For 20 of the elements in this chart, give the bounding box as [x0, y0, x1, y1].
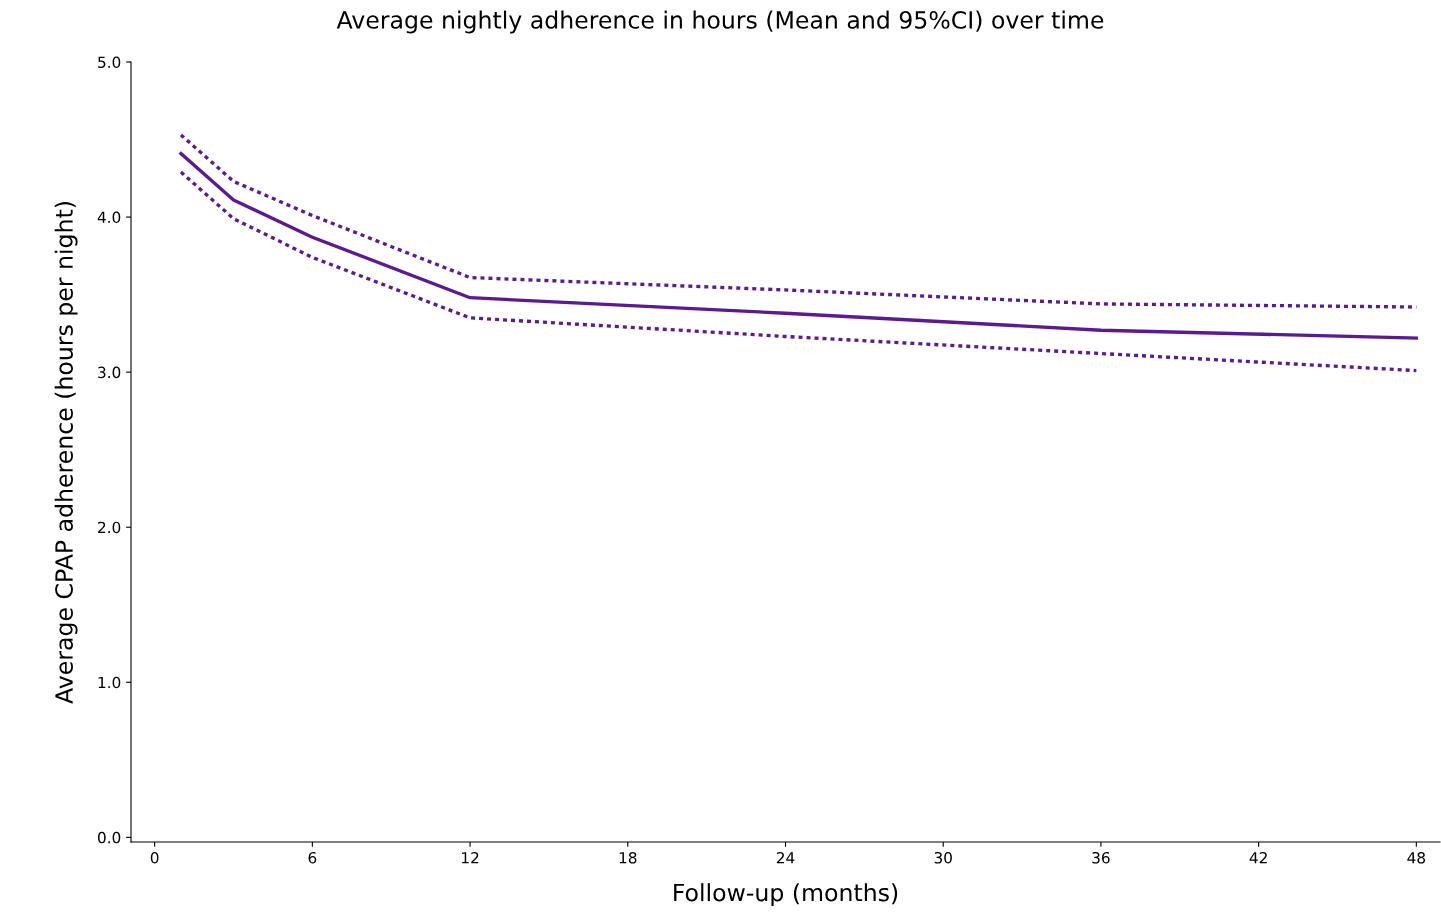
y-tick-label: 3.0 — [98, 366, 121, 379]
x-tick-label: 48 — [1407, 851, 1426, 864]
x-tick-label: 42 — [1249, 851, 1267, 864]
y-tick-label: 2.0 — [98, 521, 121, 534]
x-tick-label: 12 — [462, 851, 479, 864]
x-tick-label: 36 — [1092, 851, 1110, 864]
y-tick-label: 0.0 — [97, 831, 121, 844]
chart-title: Average nightly adherence in hours (Mean and 95%CI) over time — [336, 10, 1104, 34]
y-tick-label: 1.0 — [98, 676, 121, 689]
line-series — [179, 170, 1419, 373]
line-series — [179, 151, 1419, 340]
x-tick-label: 6 — [308, 851, 317, 864]
x-tick-label: 24 — [776, 851, 795, 864]
y-axis-title: Average CPAP adherence (hours per night) — [54, 202, 78, 704]
x-tick-label: 0 — [150, 851, 159, 864]
y-tick-label: 5.0 — [98, 56, 121, 69]
x-tick-label: 18 — [619, 851, 637, 864]
y-tick-label: 4.0 — [97, 211, 121, 224]
x-axis-title: Follow-up (months) — [674, 883, 898, 907]
x-tick-label: 30 — [934, 851, 952, 864]
